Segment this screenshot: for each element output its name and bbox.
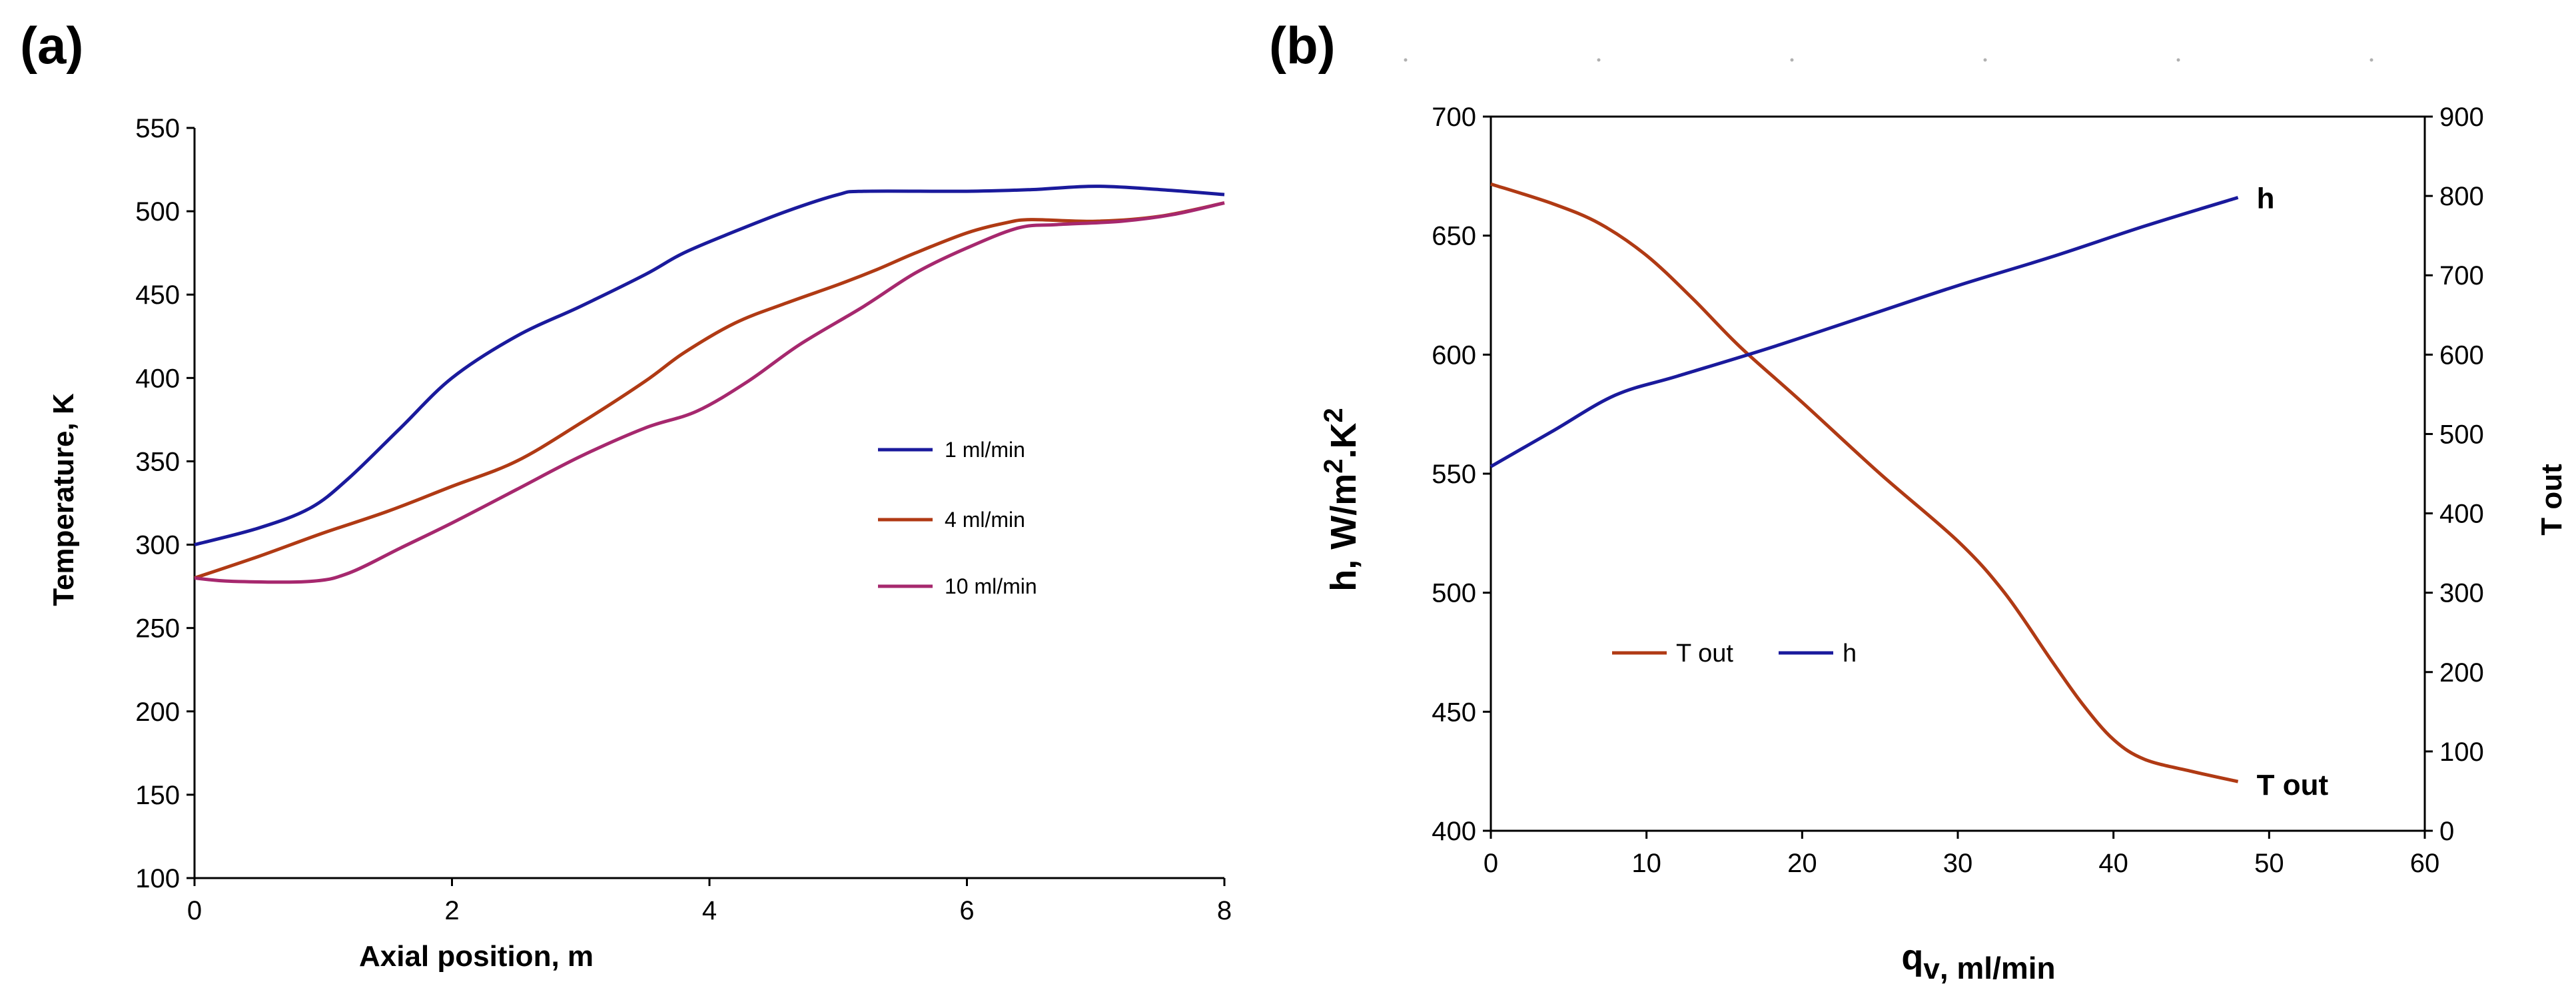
b-right-y-tick-labels: 0 100 200 300 400 500 600 700 800 900 [2439,103,2484,846]
b-left-y-tick-label: 450 [1432,698,1476,727]
a-y-tick-label: 450 [135,280,180,310]
a-y-tick-label: 550 [135,114,180,143]
b-legend: T out h [1612,640,1857,668]
a-y-tick-labels: 100 150 200 250 300 350 400 450 500 550 [135,114,180,893]
b-right-y-tick-label: 500 [2439,420,2484,449]
a-y-tick-label: 300 [135,531,180,560]
a-y-tick-label: 500 [135,197,180,227]
b-x-tick-label: 40 [2098,849,2128,878]
b-right-y-tick-label: 100 [2439,738,2484,767]
a-y-tick-label: 400 [135,364,180,393]
b-end-labels: T out h [2257,182,2329,801]
a-x-tick-label: 6 [959,896,974,925]
b-right-y-tick-label: 700 [2439,261,2484,290]
b-right-y-tick-label: 900 [2439,103,2484,132]
b-left-y-tick-label: 400 [1432,817,1476,846]
b-ylabel-sup1: 2 [1319,459,1348,474]
b-x-tick-label: 50 [2254,849,2284,878]
b-left-y-tick-label: 650 [1432,222,1476,251]
b-left-y-tick-labels: 400 450 500 550 600 650 700 [1432,103,1476,846]
b-left-y-tick-label: 600 [1432,340,1476,370]
b-top-dot [2369,58,2373,62]
b-x-tick-label: 60 [2410,849,2440,878]
b-top-dot [1790,58,1794,62]
a-x-tick-labels: 0 2 4 6 8 [187,896,1232,925]
b-end-label-2: h [2257,182,2275,215]
a-y-tick-label: 350 [135,447,180,476]
b-left-y-tick-label: 550 [1432,460,1476,489]
b-left-y-axis-title: h, W/m2.K2 [1319,408,1364,592]
b-series [1490,182,2239,783]
b-legend-label: T out [1676,640,1733,668]
a-y-axis-title: Temperature, K [47,393,80,606]
b-x-tick-label: 10 [1631,849,1661,878]
a-x-tick-label: 8 [1217,896,1232,925]
b-x-axis-sub: v [1923,953,1940,985]
b-right-y-tick-label: 300 [2439,579,2484,608]
a-x-axis-title: Axial position, m [359,940,594,973]
b-legend-label: h [1843,640,1857,668]
b-right-y-tick-label: 0 [2439,817,2454,846]
a-legend-label: 1 ml/min [945,438,1025,462]
a-y-tick-label: 100 [135,864,180,893]
panel-label-b: (b) [1269,16,1336,75]
b-x-axis-title: qv, ml/min [1901,937,2055,985]
b-top-dot [1404,58,1408,62]
b-x-axis-rest: , ml/min [1940,951,2056,985]
b-x-tick-labels: 0 10 20 30 40 50 60 [1484,849,2439,878]
b-top-dot [2176,58,2180,62]
b-right-y-tick-label: 800 [2439,182,2484,211]
b-top-dot [1983,58,1987,62]
b-x-axis-q: q [1901,937,1923,977]
b-ylabel-prefix: h, W/m [1324,474,1364,592]
b-left-y-tick-label: 500 [1432,579,1476,608]
b-ylabel-k: K [1324,423,1364,449]
b-top-dots [1404,58,2373,62]
b-end-label-1: T out [2257,769,2329,801]
b-right-y-axis-title: T out [2535,464,2568,536]
a-series-line-3 [194,201,1225,584]
panel-a: (a) 100 150 200 250 300 350 400 450 500 550 0 2 4 6 8… [20,16,1232,973]
b-top-dot [1597,58,1601,62]
b-right-y-tick-label: 200 [2439,658,2484,688]
a-x-tick-label: 0 [187,896,202,925]
panel-label-a: (a) [20,16,83,75]
a-y-tick-label: 200 [135,698,180,727]
b-x-tick-label: 20 [1787,849,1817,878]
a-y-tick-label: 150 [135,781,180,810]
a-x-tick-label: 4 [702,896,717,925]
b-series-line-1 [1490,182,2239,783]
a-y-tick-label: 250 [135,614,180,644]
a-x-tick-label: 2 [444,896,459,925]
a-legend: 1 ml/min 4 ml/min 10 ml/min [878,438,1037,598]
a-series-line-1 [194,185,1225,547]
b-ylabel-dot: . [1324,449,1364,459]
b-ylabel-sup2: 2 [1319,408,1348,422]
b-series-line-2 [1490,196,2239,468]
a-legend-label: 4 ml/min [945,508,1025,532]
b-right-y-tick-label: 600 [2439,340,2484,370]
a-series-line-2 [194,201,1225,580]
a-series [194,185,1225,584]
b-x-tick-label: 0 [1484,849,1498,878]
b-right-y-tick-label: 400 [2439,500,2484,529]
b-left-y-tick-label: 700 [1432,103,1476,132]
a-legend-label: 10 ml/min [945,574,1037,598]
b-x-tick-label: 30 [1943,849,1973,878]
a-axes [187,127,1226,886]
b-axes [1483,115,2433,839]
